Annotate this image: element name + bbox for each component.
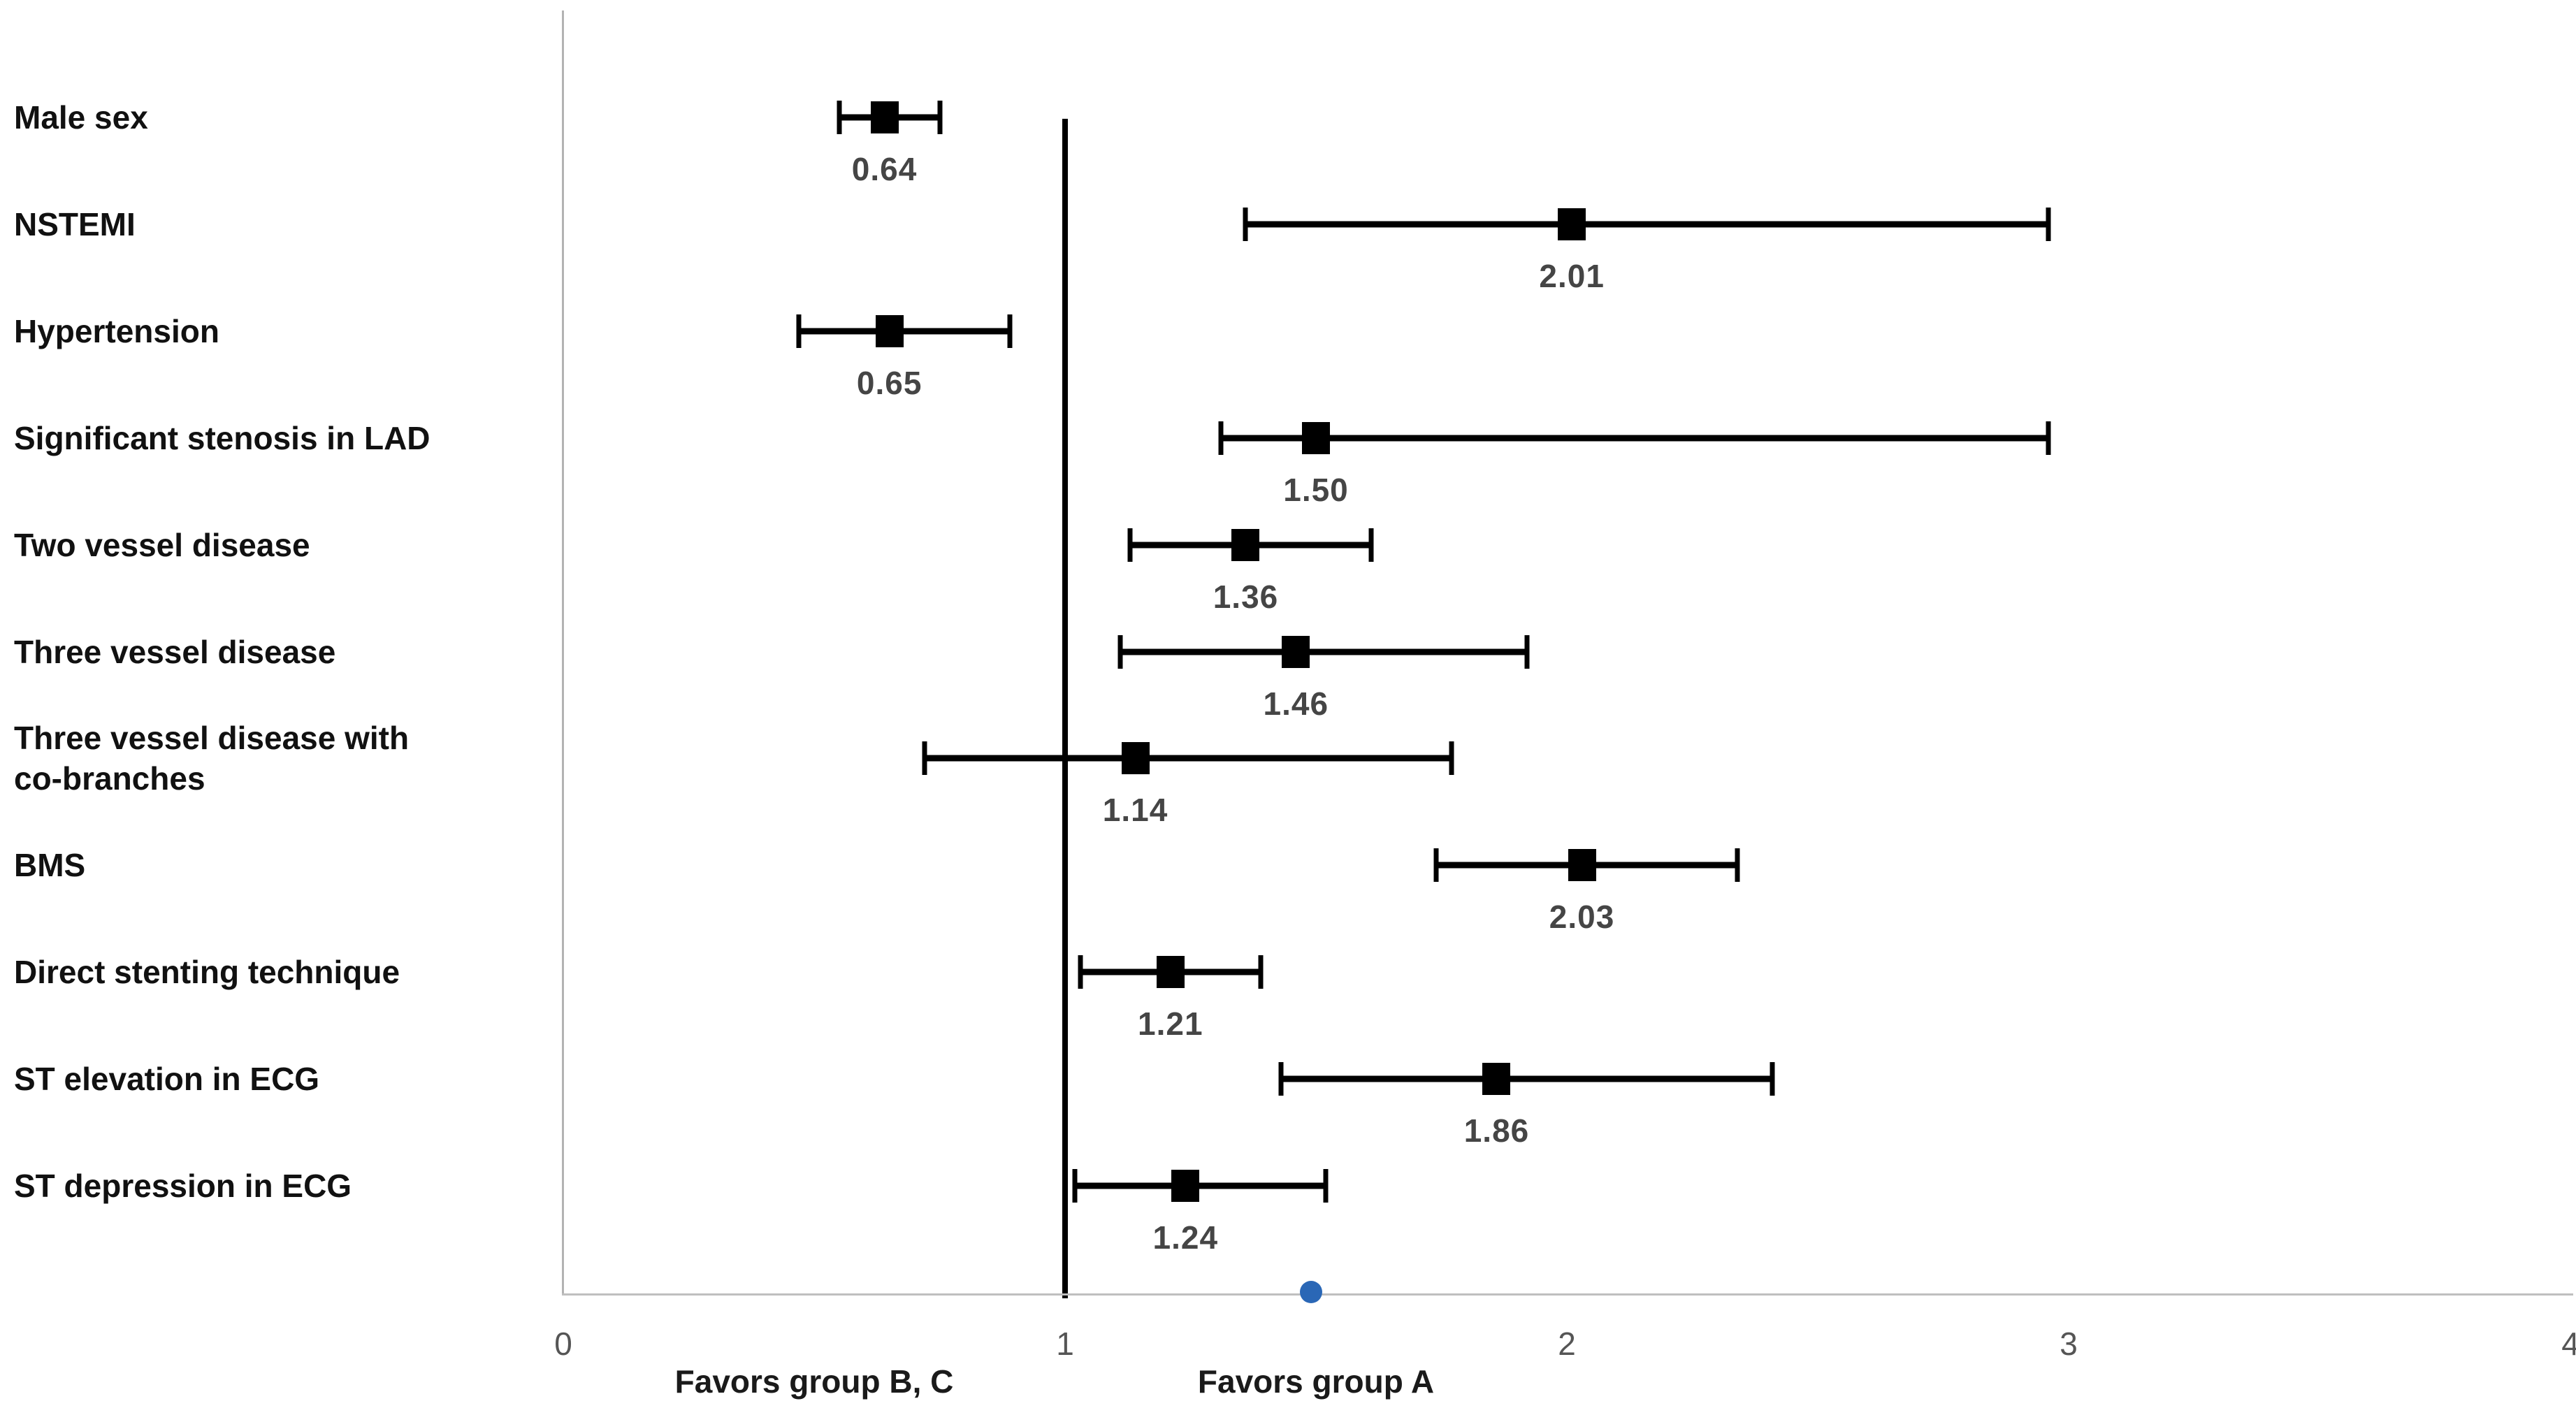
category-label: Three vessel disease xyxy=(14,633,336,670)
x-tick-label-0: 0 xyxy=(554,1326,572,1362)
point-marker xyxy=(1121,742,1150,775)
value-label: 1.50 xyxy=(1283,471,1349,508)
ci-cap-right xyxy=(1449,741,1454,776)
ci-line xyxy=(924,755,1452,762)
value-label: 2.01 xyxy=(1539,257,1605,294)
point-marker xyxy=(1568,849,1596,882)
value-label: 1.24 xyxy=(1152,1219,1219,1256)
ci-cap-right xyxy=(1007,314,1013,348)
ci-line xyxy=(1245,221,2049,228)
point-marker xyxy=(1282,635,1310,668)
ci-cap-right xyxy=(2046,421,2051,455)
point-marker xyxy=(875,314,904,347)
value-label: 1.86 xyxy=(1463,1112,1530,1149)
x-axis-line xyxy=(562,1293,2573,1296)
plot-left-border-line xyxy=(562,10,564,1294)
category-label: Significant stenosis in LAD xyxy=(14,419,430,456)
ci-cap-right xyxy=(1258,955,1264,989)
value-label: 1.21 xyxy=(1138,1006,1203,1043)
point-marker xyxy=(870,101,899,133)
value-label: 0.64 xyxy=(851,151,918,187)
ci-cap-left xyxy=(1433,848,1439,883)
ci-cap-right xyxy=(2046,207,2051,241)
value-label: 1.14 xyxy=(1102,792,1168,829)
axis-blue-dot xyxy=(1299,1281,1322,1303)
ci-line xyxy=(799,328,1010,335)
value-label: 2.03 xyxy=(1549,899,1615,936)
favors-left-label: Favors group B, C xyxy=(674,1363,954,1400)
ci-cap-right xyxy=(937,101,942,134)
ci-cap-right xyxy=(1524,634,1530,669)
ci-cap-right xyxy=(1323,1169,1329,1203)
point-marker xyxy=(1482,1063,1511,1096)
ci-cap-left xyxy=(1127,528,1133,562)
ci-cap-left xyxy=(837,101,842,134)
point-marker xyxy=(1302,421,1330,454)
ci-line xyxy=(1120,648,1527,655)
ci-cap-left xyxy=(1243,207,1248,241)
ci-line xyxy=(1280,1075,1773,1082)
ci-cap-right xyxy=(1735,848,1740,883)
category-label: ST depression in ECG xyxy=(14,1168,352,1204)
x-tick-label-4: 4 xyxy=(2561,1326,2576,1362)
ci-line xyxy=(1075,1182,1326,1189)
point-marker xyxy=(1558,208,1586,240)
category-label: Two vessel disease xyxy=(14,526,310,563)
ci-cap-right xyxy=(1770,1062,1775,1096)
category-label: Hypertension xyxy=(14,312,219,349)
category-label: Three vessel disease with co-branches xyxy=(14,720,410,797)
value-label: 1.46 xyxy=(1263,685,1329,722)
x-tick-label-2: 2 xyxy=(1558,1326,1576,1362)
ci-cap-left xyxy=(1278,1062,1284,1096)
category-label: Male sex xyxy=(14,99,148,136)
ci-cap-left xyxy=(1072,1169,1078,1203)
point-marker xyxy=(1231,528,1260,561)
favors-right-label: Favors group A xyxy=(1197,1363,1435,1400)
category-label: NSTEMI xyxy=(14,205,136,242)
category-label: BMS xyxy=(14,847,86,884)
category-label: Direct stenting technique xyxy=(14,954,400,991)
x-tick-label-3: 3 xyxy=(2060,1326,2078,1362)
ci-cap-left xyxy=(922,741,927,776)
ci-cap-left xyxy=(1078,955,1083,989)
point-marker xyxy=(1156,956,1185,989)
value-label: 0.65 xyxy=(856,364,922,401)
ci-cap-left xyxy=(796,314,802,348)
x-tick-label-1: 1 xyxy=(1056,1326,1074,1362)
ci-cap-right xyxy=(1368,528,1374,562)
ci-line xyxy=(1220,435,2049,442)
category-label: ST elevation in ECG xyxy=(14,1061,320,1098)
value-label: 1.36 xyxy=(1213,578,1279,615)
ci-cap-left xyxy=(1117,634,1123,669)
reference-line-at-1 xyxy=(1062,119,1068,1298)
point-marker xyxy=(1171,1170,1200,1202)
ci-cap-left xyxy=(1218,421,1224,455)
